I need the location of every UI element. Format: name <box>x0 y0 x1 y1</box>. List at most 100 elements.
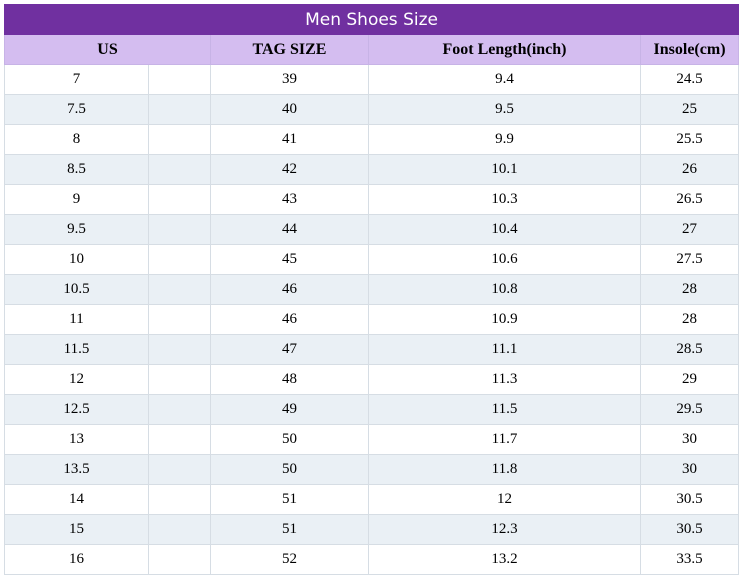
cell-us: 7.5 <box>4 94 149 125</box>
table-row: 13.5 50 11.8 30 <box>4 454 740 485</box>
cell-us: 13 <box>4 424 149 455</box>
table-row: 11 46 10.9 28 <box>4 304 740 335</box>
cell-spacer <box>148 214 211 245</box>
table-row: 14 51 12 30.5 <box>4 484 740 515</box>
table-row: 12.5 49 11.5 29.5 <box>4 394 740 425</box>
header-insole: Insole(cm) <box>639 34 740 65</box>
cell-foot-length: 10.4 <box>368 214 641 245</box>
cell-insole: 30 <box>639 424 740 455</box>
cell-insole: 33.5 <box>639 544 740 575</box>
cell-spacer <box>148 484 211 515</box>
cell-insole: 28 <box>639 274 740 305</box>
cell-insole: 26 <box>639 154 740 185</box>
cell-spacer <box>148 124 211 155</box>
table-row: 10 45 10.6 27.5 <box>4 244 740 275</box>
cell-foot-length: 11.1 <box>368 334 641 365</box>
cell-tag-size: 52 <box>210 544 369 575</box>
cell-us: 8.5 <box>4 154 149 185</box>
table-row: 9.5 44 10.4 27 <box>4 214 740 245</box>
cell-tag-size: 39 <box>210 64 369 95</box>
cell-insole: 26.5 <box>639 184 740 215</box>
cell-spacer <box>148 244 211 275</box>
cell-us: 12 <box>4 364 149 395</box>
table-row: 7 39 9.4 24.5 <box>4 64 740 95</box>
table-body: 7 39 9.4 24.5 7.5 40 9.5 25 8 41 9.9 25.5 8.5 42 10.1 2… <box>4 64 740 575</box>
cell-us: 13.5 <box>4 454 149 485</box>
cell-insole: 30 <box>639 454 740 485</box>
cell-tag-size: 41 <box>210 124 369 155</box>
table-title: Men Shoes Size <box>3 4 740 35</box>
cell-tag-size: 50 <box>210 454 369 485</box>
cell-tag-size: 51 <box>210 484 369 515</box>
cell-foot-length: 9.4 <box>368 64 641 95</box>
header-tag-size: TAG SIZE <box>210 34 369 65</box>
cell-spacer <box>148 94 211 125</box>
cell-spacer <box>148 64 211 95</box>
cell-us: 14 <box>4 484 149 515</box>
cell-insole: 30.5 <box>639 514 740 545</box>
header-row: US TAG SIZE Foot Length(inch) Insole(cm) <box>4 34 740 65</box>
cell-insole: 28 <box>639 304 740 335</box>
cell-us: 7 <box>4 64 149 95</box>
cell-foot-length: 11.7 <box>368 424 641 455</box>
table-row: 11.5 47 11.1 28.5 <box>4 334 740 365</box>
cell-tag-size: 51 <box>210 514 369 545</box>
cell-foot-length: 9.9 <box>368 124 641 155</box>
cell-tag-size: 47 <box>210 334 369 365</box>
cell-insole: 28.5 <box>639 334 740 365</box>
cell-insole: 27.5 <box>639 244 740 275</box>
cell-spacer <box>148 154 211 185</box>
cell-insole: 24.5 <box>639 64 740 95</box>
table-row: 8.5 42 10.1 26 <box>4 154 740 185</box>
cell-tag-size: 50 <box>210 424 369 455</box>
cell-foot-length: 10.3 <box>368 184 641 215</box>
cell-us: 9 <box>4 184 149 215</box>
table-row: 13 50 11.7 30 <box>4 424 740 455</box>
cell-insole: 25.5 <box>639 124 740 155</box>
cell-us: 9.5 <box>4 214 149 245</box>
size-chart: Men Shoes Size US TAG SIZE Foot Length(i… <box>3 4 740 575</box>
cell-foot-length: 10.1 <box>368 154 641 185</box>
cell-spacer <box>148 334 211 365</box>
cell-foot-length: 12 <box>368 484 641 515</box>
cell-spacer <box>148 394 211 425</box>
cell-us: 16 <box>4 544 149 575</box>
cell-spacer <box>148 544 211 575</box>
cell-foot-length: 9.5 <box>368 94 641 125</box>
size-table: Men Shoes Size US TAG SIZE Foot Length(i… <box>3 4 740 575</box>
cell-us: 11.5 <box>4 334 149 365</box>
cell-tag-size: 46 <box>210 304 369 335</box>
cell-foot-length: 10.6 <box>368 244 641 275</box>
cell-foot-length: 11.3 <box>368 364 641 395</box>
cell-us: 15 <box>4 514 149 545</box>
cell-foot-length: 11.5 <box>368 394 641 425</box>
cell-spacer <box>148 424 211 455</box>
table-row: 9 43 10.3 26.5 <box>4 184 740 215</box>
cell-tag-size: 40 <box>210 94 369 125</box>
cell-insole: 29.5 <box>639 394 740 425</box>
cell-foot-length: 11.8 <box>368 454 641 485</box>
title-row: Men Shoes Size <box>3 4 740 35</box>
cell-spacer <box>148 304 211 335</box>
cell-foot-length: 10.9 <box>368 304 641 335</box>
cell-insole: 29 <box>639 364 740 395</box>
cell-tag-size: 43 <box>210 184 369 215</box>
cell-us: 11 <box>4 304 149 335</box>
cell-foot-length: 13.2 <box>368 544 641 575</box>
cell-tag-size: 45 <box>210 244 369 275</box>
cell-tag-size: 44 <box>210 214 369 245</box>
table-row: 12 48 11.3 29 <box>4 364 740 395</box>
table-row: 15 51 12.3 30.5 <box>4 514 740 545</box>
cell-spacer <box>148 364 211 395</box>
cell-spacer <box>148 184 211 215</box>
cell-us: 10.5 <box>4 274 149 305</box>
cell-tag-size: 48 <box>210 364 369 395</box>
cell-tag-size: 42 <box>210 154 369 185</box>
cell-insole: 27 <box>639 214 740 245</box>
header-foot-length: Foot Length(inch) <box>368 34 641 65</box>
cell-us: 10 <box>4 244 149 275</box>
table-row: 10.5 46 10.8 28 <box>4 274 740 305</box>
cell-us: 8 <box>4 124 149 155</box>
cell-foot-length: 10.8 <box>368 274 641 305</box>
cell-spacer <box>148 274 211 305</box>
